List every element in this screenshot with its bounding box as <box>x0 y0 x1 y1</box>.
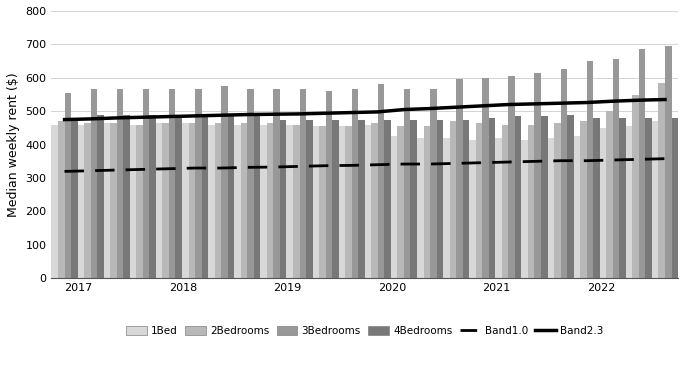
Y-axis label: Median weekly rent ($): Median weekly rent ($) <box>7 72 20 217</box>
Bar <box>528 125 534 278</box>
Bar <box>64 93 71 278</box>
Bar <box>462 120 469 278</box>
Bar <box>254 116 260 278</box>
Bar <box>573 136 580 278</box>
Bar <box>273 89 280 278</box>
Bar <box>665 46 671 278</box>
Bar <box>293 125 299 278</box>
Bar <box>351 89 358 278</box>
Bar <box>456 79 462 278</box>
Bar <box>475 123 482 278</box>
Bar <box>593 118 600 278</box>
Bar <box>430 89 436 278</box>
Bar <box>332 120 338 278</box>
Bar <box>90 89 97 278</box>
Bar <box>156 123 162 278</box>
Bar <box>580 121 586 278</box>
Bar <box>345 126 351 278</box>
Bar <box>116 89 123 278</box>
Bar <box>397 126 404 278</box>
Bar <box>260 125 267 278</box>
Bar <box>325 91 332 278</box>
Bar <box>489 118 495 278</box>
Bar <box>639 49 645 278</box>
Bar <box>658 83 665 278</box>
Bar <box>632 94 639 278</box>
Bar <box>51 125 58 278</box>
Bar <box>534 73 541 278</box>
Bar <box>280 120 286 278</box>
Legend: 1Bed, 2Bedrooms, 3Bedrooms, 4Bedrooms, Band1.0, Band2.3: 1Bed, 2Bedrooms, 3Bedrooms, 4Bedrooms, B… <box>122 321 608 340</box>
Bar <box>286 125 293 278</box>
Bar <box>606 111 613 278</box>
Bar <box>338 126 345 278</box>
Bar <box>619 118 626 278</box>
Bar <box>201 115 208 278</box>
Bar <box>469 140 475 278</box>
Bar <box>567 115 573 278</box>
Bar <box>149 115 156 278</box>
Bar <box>423 126 430 278</box>
Bar <box>515 116 521 278</box>
Bar <box>240 123 247 278</box>
Bar <box>188 123 195 278</box>
Bar <box>77 125 84 278</box>
Bar <box>371 123 378 278</box>
Bar <box>162 123 169 278</box>
Bar <box>436 120 443 278</box>
Bar <box>175 115 182 278</box>
Bar <box>97 115 103 278</box>
Bar <box>449 121 456 278</box>
Bar <box>319 126 325 278</box>
Bar <box>410 120 417 278</box>
Bar <box>384 120 391 278</box>
Bar <box>391 136 397 278</box>
Bar <box>58 121 64 278</box>
Bar <box>541 116 547 278</box>
Bar <box>136 125 143 278</box>
Bar <box>214 123 221 278</box>
Bar <box>306 120 312 278</box>
Bar <box>312 126 319 278</box>
Bar <box>247 89 254 278</box>
Bar <box>600 128 606 278</box>
Bar <box>208 125 214 278</box>
Bar <box>234 125 240 278</box>
Bar <box>378 84 384 278</box>
Bar <box>404 89 410 278</box>
Bar <box>227 115 234 278</box>
Bar <box>613 59 619 278</box>
Bar <box>671 118 678 278</box>
Bar <box>586 61 593 278</box>
Bar <box>110 123 116 278</box>
Bar <box>652 121 658 278</box>
Bar <box>645 118 652 278</box>
Bar <box>508 76 515 278</box>
Bar <box>495 138 502 278</box>
Bar <box>143 89 149 278</box>
Bar <box>221 86 227 278</box>
Bar <box>182 123 188 278</box>
Bar <box>547 138 554 278</box>
Bar <box>103 123 110 278</box>
Bar <box>267 123 273 278</box>
Bar <box>84 123 90 278</box>
Bar <box>626 126 632 278</box>
Bar <box>521 140 528 278</box>
Bar <box>365 125 371 278</box>
Bar <box>502 125 508 278</box>
Bar <box>71 118 77 278</box>
Bar <box>123 115 129 278</box>
Bar <box>482 78 489 278</box>
Bar <box>195 89 201 278</box>
Bar <box>417 138 423 278</box>
Bar <box>129 125 136 278</box>
Bar <box>554 123 560 278</box>
Bar <box>299 89 306 278</box>
Bar <box>443 138 449 278</box>
Bar <box>358 120 365 278</box>
Bar <box>560 69 567 278</box>
Bar <box>169 89 175 278</box>
